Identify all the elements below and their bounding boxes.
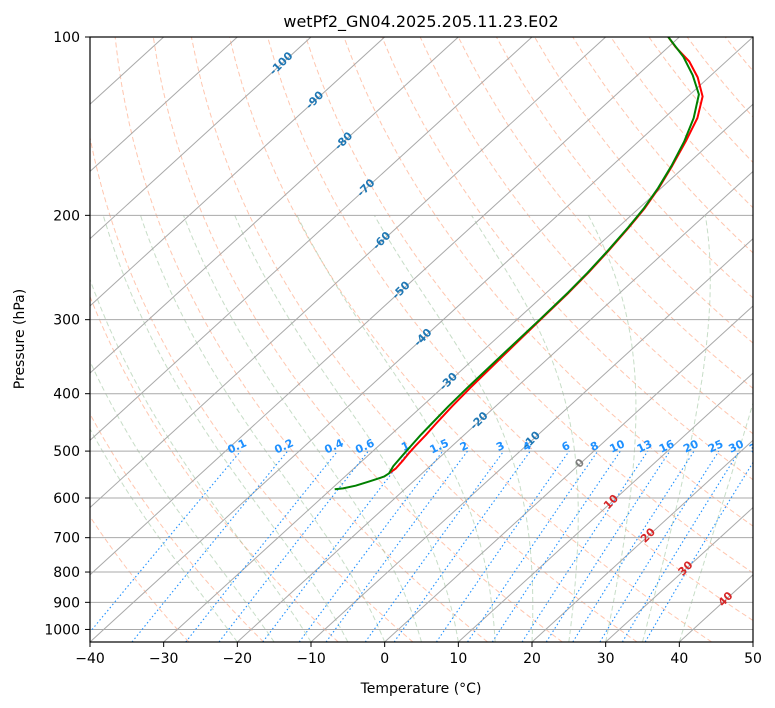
isotherm-line bbox=[384, 305, 753, 642]
isotherm-line bbox=[163, 103, 753, 642]
dewpoint-profile-line bbox=[334, 37, 700, 491]
mixing-ratio-label: 36 bbox=[747, 437, 767, 455]
mixing-ratio-label: 25 bbox=[706, 437, 725, 455]
mixing-ratio-line bbox=[364, 450, 505, 642]
y-tick-label: 300 bbox=[53, 313, 80, 329]
mixing-ratio-line bbox=[262, 450, 410, 642]
y-tick-label: 500 bbox=[53, 444, 80, 460]
isotherm-line bbox=[90, 37, 753, 642]
mixing-ratio-line bbox=[90, 450, 242, 633]
dry-adiabat bbox=[305, 37, 753, 574]
y-tick-label: 900 bbox=[53, 595, 80, 611]
mixing-ratio-label: 16 bbox=[657, 437, 677, 455]
moist-adiabat bbox=[296, 215, 496, 642]
y-axis-label: Pressure (hPa) bbox=[12, 289, 28, 389]
moist-adiabat bbox=[678, 401, 753, 642]
moist-adiabat bbox=[183, 215, 422, 642]
mixing-ratio-line bbox=[491, 450, 621, 642]
isotherm-line bbox=[90, 37, 312, 240]
dry-adiabat bbox=[152, 37, 563, 642]
mixing-ratio-line bbox=[393, 450, 531, 642]
dry-adiabat bbox=[763, 37, 775, 642]
axes: −40 −30 −20 −10 0 10 20 30 40 50 100 200 300 400 500 60… bbox=[44, 30, 762, 667]
moist-adiabat bbox=[587, 215, 637, 642]
isotherm-line bbox=[531, 439, 753, 642]
mixing-ratio-line bbox=[435, 450, 570, 642]
mixing-ratio-line bbox=[572, 450, 695, 642]
moist-adiabat bbox=[90, 278, 312, 642]
isotherm-line bbox=[457, 372, 753, 642]
isotherm-line bbox=[90, 37, 459, 374]
mixing-ratio-line bbox=[467, 450, 599, 642]
mixing-ratio-line bbox=[131, 450, 289, 642]
mixing-ratio-label: 30 bbox=[727, 437, 747, 455]
moist-adiabat bbox=[102, 215, 349, 642]
x-tick-label: 20 bbox=[523, 651, 541, 667]
mixing-ratio-line bbox=[298, 450, 444, 642]
isotherm-line bbox=[90, 37, 386, 307]
isotherm-line bbox=[90, 37, 607, 509]
dry-adiabat bbox=[267, 37, 753, 622]
x-tick-label: 30 bbox=[597, 651, 615, 667]
isotherm-line bbox=[310, 237, 753, 642]
y-tick-label: 400 bbox=[53, 387, 80, 403]
x-tick-label: 50 bbox=[744, 651, 762, 667]
x-tick-label: 0 bbox=[380, 651, 389, 667]
dry-adiabat bbox=[381, 37, 753, 481]
dry-adiabat bbox=[114, 37, 488, 642]
dry-adiabat bbox=[495, 37, 753, 344]
mixing-ratio-label: 20 bbox=[681, 437, 701, 455]
isotherm-line bbox=[90, 37, 238, 173]
isotherm-line bbox=[90, 37, 680, 576]
dry-adiabat bbox=[190, 37, 638, 642]
x-tick-label: −20 bbox=[223, 651, 253, 667]
mixing-ratio-line bbox=[621, 450, 740, 642]
skewt-grid bbox=[90, 37, 775, 642]
x-tick-label: −40 bbox=[75, 651, 105, 667]
y-tick-label: 800 bbox=[53, 565, 80, 581]
sounding-profiles bbox=[334, 37, 704, 491]
mixing-ratio-label: 13 bbox=[635, 437, 654, 455]
mixing-ratio-label: 10 bbox=[608, 437, 628, 455]
mixing-ratio-line bbox=[545, 450, 671, 642]
isotherm-line bbox=[236, 170, 753, 642]
y-tick-label: 600 bbox=[53, 491, 80, 507]
moist-adiabat bbox=[140, 215, 386, 642]
isotherm-line bbox=[752, 641, 753, 642]
moist-adiabat bbox=[642, 215, 711, 642]
mixing-ratio-line bbox=[325, 450, 468, 642]
x-tick-label: −30 bbox=[149, 651, 179, 667]
isotherm-line bbox=[605, 506, 753, 642]
x-tick-label: 10 bbox=[449, 651, 467, 667]
dry-adiabat bbox=[534, 37, 753, 299]
chart-title: wetPf2_GN04.2025.205.11.23.E02 bbox=[283, 12, 558, 32]
y-tick-label: 100 bbox=[53, 30, 80, 46]
x-axis-label: Temperature (°C) bbox=[360, 681, 482, 697]
dry-adiabat bbox=[90, 412, 264, 642]
dry-adiabat bbox=[229, 37, 712, 642]
x-tick-label: 40 bbox=[670, 651, 688, 667]
mixing-ratio-line bbox=[185, 450, 339, 642]
x-tick-label: −10 bbox=[296, 651, 326, 667]
dry-adiabat bbox=[343, 37, 753, 527]
mixing-ratio-line bbox=[521, 450, 649, 642]
y-tick-label: 1000 bbox=[44, 622, 80, 638]
y-tick-label: 700 bbox=[53, 531, 80, 547]
y-tick-label: 200 bbox=[53, 208, 80, 224]
isotherm-line bbox=[90, 37, 533, 442]
dry-adiabat bbox=[457, 37, 753, 389]
plot-frame bbox=[89, 36, 754, 643]
dry-adiabat bbox=[419, 37, 753, 435]
